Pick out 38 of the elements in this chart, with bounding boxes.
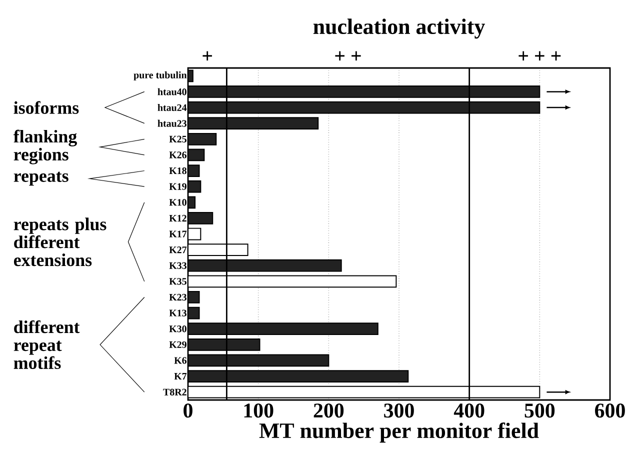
y-tick-label: T8R2 bbox=[163, 388, 186, 396]
x-tick-label: 300 bbox=[384, 404, 414, 418]
x-axis-title: MT number per monitor field bbox=[259, 422, 539, 443]
text: + + bbox=[335, 51, 361, 61]
x-tick-label: 0 bbox=[184, 404, 192, 418]
y-tick-label: K29 bbox=[169, 341, 186, 348]
y-tick-label: K27 bbox=[169, 246, 187, 254]
x-tick-label: 200 bbox=[314, 404, 344, 418]
y-tick-label: htau23 bbox=[158, 120, 186, 127]
x-tick-label: 400 bbox=[454, 404, 484, 418]
y-tick-label: K7 bbox=[174, 373, 187, 380]
y-tick-label: K33 bbox=[169, 262, 186, 269]
text: + + + bbox=[518, 51, 561, 61]
y-tick-label: K10 bbox=[169, 199, 186, 206]
text: isoforms bbox=[14, 101, 79, 114]
y-tick-label: K6 bbox=[174, 357, 187, 364]
y-tick-label: htau40 bbox=[158, 88, 186, 96]
text: different repeat motifs bbox=[14, 320, 80, 369]
text: flanking regions bbox=[13, 130, 77, 164]
y-tick-label: K25 bbox=[169, 136, 186, 142]
y-tick-label: K19 bbox=[169, 183, 186, 190]
y-tick-label: K13 bbox=[169, 310, 186, 316]
y-tick-label: K35 bbox=[169, 278, 186, 285]
x-tick-label: 500 bbox=[524, 404, 555, 418]
text: + bbox=[202, 51, 212, 61]
y-tick-label: pure tubulin bbox=[134, 71, 187, 80]
y-tick-label: K26 bbox=[169, 152, 187, 158]
y-tick-label: K12 bbox=[169, 214, 186, 222]
x-tick-label: 600 bbox=[595, 404, 625, 418]
y-tick-label: K23 bbox=[169, 294, 186, 301]
chart-title: nucleation activity bbox=[313, 18, 485, 39]
y-tick-label: K30 bbox=[169, 326, 186, 332]
text: repeats bbox=[14, 172, 68, 186]
y-tick-label: htau24 bbox=[158, 104, 187, 112]
y-tick-label: K18 bbox=[169, 167, 186, 174]
y-tick-label: K17 bbox=[169, 230, 187, 238]
x-tick-label: 100 bbox=[244, 404, 274, 418]
text: repeats plus different extensions bbox=[14, 218, 106, 266]
